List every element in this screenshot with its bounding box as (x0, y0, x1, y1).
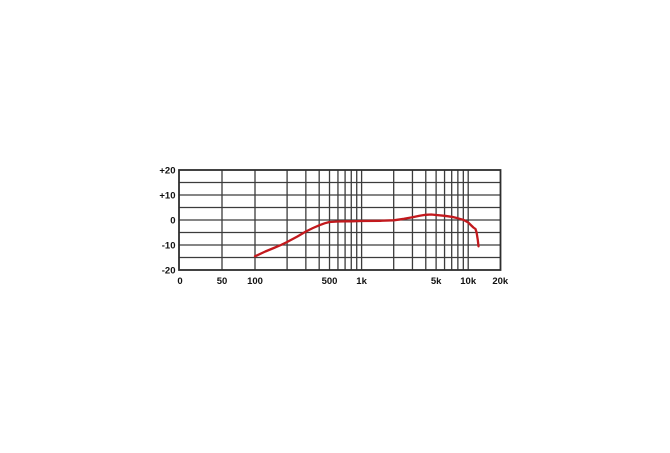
x-tick-label: 500 (322, 276, 338, 287)
y-tick-label: +10 (159, 191, 175, 202)
x-tick-label: 10k (460, 276, 477, 287)
x-tick-label: 1k (356, 276, 367, 287)
x-tick-label: 5k (431, 276, 442, 287)
x-tick-label: 50 (217, 276, 228, 287)
x-tick-label: 20k (492, 276, 509, 287)
plot-border (178, 169, 502, 271)
y-tick-label: +20 (159, 166, 175, 177)
y-tick-label: -20 (162, 266, 176, 277)
x-tick-label: 100 (247, 276, 263, 287)
y-tick-label: -10 (162, 241, 176, 252)
response-curve (253, 213, 480, 258)
x-tick-label: 0 (177, 276, 182, 287)
y-tick-label: 0 (170, 216, 175, 227)
